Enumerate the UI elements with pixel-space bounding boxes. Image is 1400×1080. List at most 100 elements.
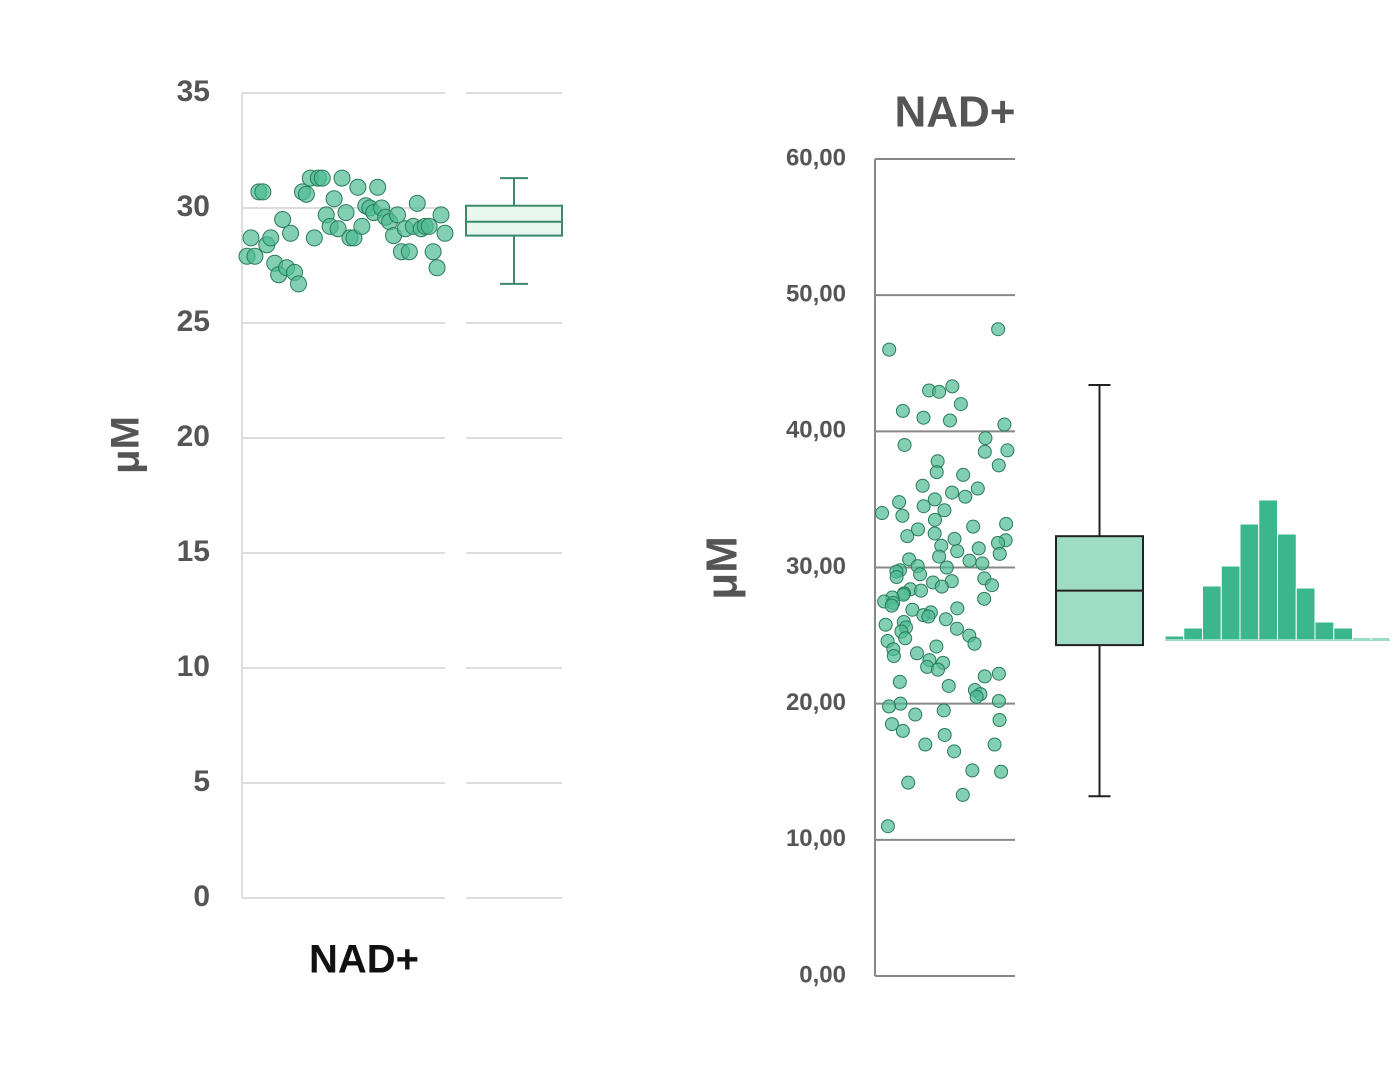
data-point: [929, 465, 944, 480]
data-point: [313, 169, 331, 187]
data-point: [992, 546, 1007, 561]
data-point: [916, 499, 931, 514]
data-point: [991, 322, 1006, 337]
y-tick-label: 10,00: [786, 825, 846, 852]
y-tick-label: 20,00: [786, 689, 846, 716]
data-point: [991, 693, 1006, 708]
data-point: [898, 631, 913, 646]
histogram-bar: [1183, 627, 1203, 641]
data-point: [992, 713, 1007, 728]
data-point: [895, 403, 910, 418]
y-tick-label: 25: [177, 305, 210, 338]
data-point: [984, 578, 999, 593]
data-point: [932, 549, 947, 564]
data-point: [909, 646, 924, 661]
data-point: [945, 485, 960, 500]
data-point: [991, 458, 1006, 473]
y-tick-label: 50,00: [786, 281, 846, 308]
data-point: [878, 617, 893, 632]
data-point: [892, 674, 907, 689]
data-point: [947, 744, 962, 759]
y-tick-label: 0,00: [799, 961, 846, 988]
histogram-bar: [1314, 621, 1335, 641]
data-point: [325, 190, 343, 208]
data-point: [947, 531, 962, 546]
histogram-bar: [1295, 587, 1316, 641]
histogram-bar: [1277, 533, 1297, 641]
data-point: [950, 601, 965, 616]
data-point: [978, 431, 993, 446]
histogram-bar: [1370, 637, 1391, 641]
data-point: [938, 612, 953, 627]
data-point: [305, 229, 323, 247]
data-point: [941, 678, 956, 693]
data-point: [958, 489, 973, 504]
histogram-bar: [1352, 637, 1372, 641]
data-point: [905, 602, 920, 617]
data-point: [977, 669, 992, 684]
data-point: [915, 478, 930, 493]
data-point: [970, 481, 985, 496]
data-point: [927, 526, 942, 541]
data-point: [977, 591, 992, 606]
histogram-bar: [1258, 499, 1278, 641]
data-point: [895, 508, 910, 523]
histogram-bar: [1202, 585, 1222, 641]
y-axis-label: μM: [104, 416, 148, 474]
y-tick-label: 20: [177, 420, 210, 453]
box: [465, 204, 563, 237]
data-point: [282, 224, 300, 242]
data-point: [910, 522, 925, 537]
data-point: [901, 775, 916, 790]
data-point: [329, 220, 347, 238]
data-point: [967, 636, 982, 651]
data-point: [953, 397, 968, 412]
data-point: [893, 696, 908, 711]
data-point: [246, 247, 264, 265]
data-point: [369, 178, 387, 196]
x-axis-label: NAD+: [309, 938, 419, 982]
data-point: [333, 169, 351, 187]
data-point: [918, 737, 933, 752]
data-point: [936, 703, 951, 718]
data-point: [937, 727, 952, 742]
y-tick-label: 30,00: [786, 553, 846, 580]
data-point: [254, 183, 272, 201]
data-point: [956, 467, 971, 482]
data-point: [975, 556, 990, 571]
data-point: [884, 598, 899, 613]
data-point: [966, 519, 981, 534]
data-point: [353, 217, 371, 235]
data-point: [939, 560, 954, 575]
data-point: [388, 206, 406, 224]
data-point: [884, 717, 899, 732]
data-point: [892, 495, 907, 510]
data-point: [886, 649, 901, 664]
histogram-bar: [1164, 635, 1185, 641]
data-point: [971, 541, 986, 556]
data-point: [945, 379, 960, 394]
data-point: [942, 413, 957, 428]
data-point: [999, 516, 1014, 531]
chart-title: NAD+: [894, 88, 1015, 137]
histogram-bar: [1220, 565, 1241, 641]
data-point: [408, 194, 426, 212]
data-point: [913, 567, 928, 582]
data-point: [991, 666, 1006, 681]
data-point: [337, 204, 355, 222]
y-tick-label: 5: [193, 765, 210, 798]
data-point: [880, 819, 895, 834]
data-point: [908, 707, 923, 722]
data-point: [934, 579, 949, 594]
data-point: [436, 224, 454, 242]
y-tick-label: 15: [177, 535, 210, 568]
y-tick-label: 30: [177, 190, 210, 223]
data-point: [994, 764, 1009, 779]
data-point: [889, 570, 904, 585]
data-point: [962, 553, 977, 568]
y-tick-label: 60,00: [786, 144, 846, 171]
data-point: [927, 512, 942, 527]
data-point: [432, 206, 450, 224]
data-point: [987, 737, 1002, 752]
